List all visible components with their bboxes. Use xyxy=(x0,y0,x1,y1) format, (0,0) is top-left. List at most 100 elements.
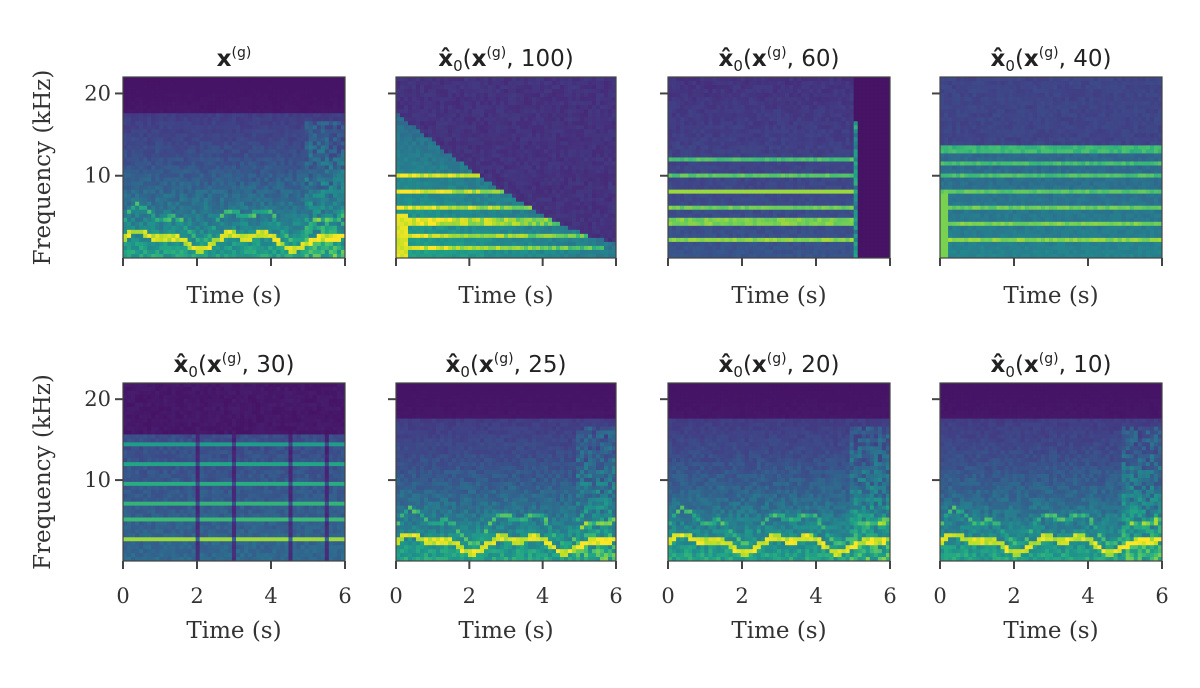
heatmap-cell xyxy=(260,225,265,231)
heatmap-cell xyxy=(424,213,429,219)
heatmap-cell xyxy=(240,201,245,207)
heatmap-cell xyxy=(552,209,557,215)
heatmap-cell xyxy=(608,81,613,86)
heatmap-cell xyxy=(252,189,257,195)
heatmap-cell xyxy=(324,93,330,98)
heatmap-cell xyxy=(568,149,573,154)
heatmap-cell xyxy=(171,141,176,146)
heatmap-cell xyxy=(412,121,417,126)
heatmap-cell xyxy=(324,105,330,110)
heatmap-cell xyxy=(408,165,413,171)
heatmap-cell xyxy=(163,245,168,251)
heatmap-cell xyxy=(508,157,513,162)
heatmap-cell xyxy=(524,189,529,195)
heatmap-cell xyxy=(464,97,469,102)
heatmap-cell xyxy=(199,141,205,146)
heatmap-cell xyxy=(588,89,593,94)
heatmap-cell xyxy=(460,157,465,162)
heatmap-cell xyxy=(328,109,334,114)
heatmap-cell xyxy=(500,133,505,138)
heatmap-cell xyxy=(492,81,497,86)
heatmap-cell xyxy=(252,149,257,154)
heatmap-cell xyxy=(572,213,577,219)
heatmap-cell xyxy=(300,77,306,82)
heatmap-cell xyxy=(195,145,201,150)
heatmap-cell xyxy=(272,245,277,251)
heatmap-cell xyxy=(276,141,281,146)
heatmap-cell xyxy=(183,89,189,94)
heatmap-cell xyxy=(416,241,421,247)
heatmap-cell xyxy=(179,245,185,251)
heatmap-cell xyxy=(404,77,409,82)
heatmap-cell xyxy=(304,113,310,118)
heatmap-cell xyxy=(147,225,152,231)
heatmap-cell xyxy=(159,153,164,158)
heatmap-cell xyxy=(436,133,441,138)
heatmap-cell xyxy=(127,141,132,146)
heatmap-cell xyxy=(264,225,269,231)
heatmap-cell xyxy=(520,133,525,138)
heatmap-cell xyxy=(504,225,509,231)
heatmap-cell xyxy=(488,93,493,98)
heatmap-cell xyxy=(231,93,237,98)
heatmap-cell xyxy=(432,161,437,166)
heatmap-cell xyxy=(219,125,225,130)
heatmap-cell xyxy=(668,113,673,118)
heatmap-cell xyxy=(452,193,457,199)
heatmap-cell xyxy=(568,133,573,138)
heatmap-cell xyxy=(155,77,160,82)
heatmap-cell xyxy=(336,221,342,227)
heatmap-cell xyxy=(268,185,273,191)
heatmap-cell xyxy=(416,109,421,114)
heatmap-cell xyxy=(396,189,401,195)
heatmap-cell xyxy=(428,173,433,179)
heatmap-cell xyxy=(464,245,469,251)
heatmap-cell xyxy=(508,149,513,154)
heatmap-cell xyxy=(171,177,176,183)
heatmap-cell xyxy=(135,125,140,130)
heatmap-cell xyxy=(440,161,445,166)
heatmap-cell xyxy=(336,165,342,171)
heatmap-cell xyxy=(516,189,521,195)
heatmap-cell xyxy=(155,125,160,130)
heatmap-cell xyxy=(448,117,453,122)
heatmap-cell xyxy=(296,149,302,154)
heatmap-cell xyxy=(408,201,413,207)
heatmap-cell xyxy=(264,197,269,203)
heatmap-cell xyxy=(183,229,189,235)
heatmap-cell xyxy=(548,253,553,259)
heatmap-cell xyxy=(240,161,245,166)
heatmap-cell xyxy=(236,125,241,130)
heatmap-cell xyxy=(312,249,318,255)
heatmap-cell xyxy=(428,89,433,94)
heatmap-cell xyxy=(612,81,617,86)
heatmap-cell xyxy=(264,85,269,90)
heatmap-cell xyxy=(191,205,197,211)
heatmap-image xyxy=(396,77,617,259)
heatmap-cell xyxy=(336,101,342,106)
heatmap-cell xyxy=(207,181,213,187)
heatmap-cell xyxy=(236,181,241,187)
heatmap-cell xyxy=(191,233,197,239)
heatmap-cell xyxy=(131,225,136,231)
heatmap-cell xyxy=(528,101,533,106)
heatmap-cell xyxy=(576,245,581,251)
heatmap-cell xyxy=(604,201,609,207)
heatmap-cell xyxy=(284,97,289,102)
heatmap-cell xyxy=(131,93,136,98)
heatmap-cell xyxy=(584,105,589,110)
heatmap-cell xyxy=(143,117,148,122)
heatmap-cell xyxy=(516,237,521,243)
heatmap-cell xyxy=(424,129,429,134)
heatmap-cell xyxy=(588,125,593,130)
heatmap-cell xyxy=(139,129,144,134)
heatmap-cell xyxy=(580,233,585,239)
heatmap-cell xyxy=(231,233,237,239)
heatmap-cell xyxy=(592,153,597,158)
heatmap-cell xyxy=(412,117,417,122)
heatmap-cell xyxy=(163,213,168,219)
heatmap-cell xyxy=(292,209,298,215)
heatmap-cell xyxy=(588,193,593,199)
heatmap-cell xyxy=(328,161,334,166)
heatmap-cell xyxy=(304,101,310,106)
